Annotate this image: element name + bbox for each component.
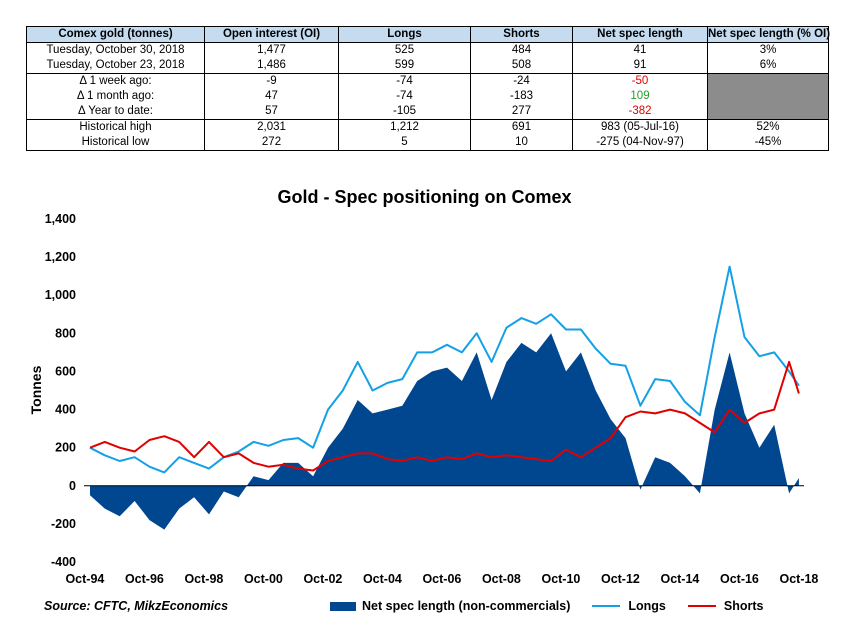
header-cell: Open interest (OI)	[204, 26, 339, 43]
y-tick-label: 800	[55, 326, 76, 340]
cell-shorts: 484	[470, 42, 573, 58]
cell-net: 41	[572, 42, 708, 58]
x-tick-label: Oct-04	[363, 572, 402, 586]
table-header-row: Comex gold (tonnes) Open interest (OI) L…	[26, 26, 830, 43]
y-tick-label: 0	[69, 479, 76, 493]
header-cell: Shorts	[470, 26, 573, 43]
x-tick-label: Oct-96	[125, 572, 164, 586]
legend-label-longs: Longs	[628, 599, 666, 613]
x-tick-label: Oct-14	[660, 572, 699, 586]
y-tick-label: 200	[55, 441, 76, 455]
x-tick-label: Oct-16	[720, 572, 759, 586]
table-row: Δ 1 week ago: -9 -74 -24 -50	[26, 73, 829, 120]
cell-oi: 1,477	[204, 42, 339, 58]
y-axis-label: Tonnes	[28, 365, 44, 414]
table-row: Δ 1 month ago: 47 -74 -183 109	[26, 89, 829, 104]
cell-longs: -74	[338, 73, 471, 89]
cell-oi: 47	[204, 89, 339, 104]
y-tick-label: -200	[51, 517, 76, 531]
header-cell: Net spec length (% OI)	[707, 26, 830, 43]
x-tick-label: Oct-98	[184, 572, 223, 586]
legend-item-net: Net spec length (non-commercials)	[330, 599, 570, 613]
x-tick-label: Oct-06	[422, 572, 461, 586]
cell-longs: 1,212	[338, 119, 471, 135]
legend-swatch-net	[330, 601, 356, 611]
x-tick-label: Oct-18	[779, 572, 818, 586]
cell-pct-blank	[707, 73, 829, 120]
series-line-shorts	[89, 360, 800, 472]
row-label: Δ 1 week ago:	[26, 73, 205, 89]
table-row: Historical low 272 5 10 -275 (04-Nov-97)…	[26, 135, 829, 151]
legend-swatch-shorts	[687, 605, 716, 607]
y-tick-label: 1,200	[45, 250, 76, 264]
x-tick-label: Oct-02	[303, 572, 342, 586]
x-tick-label: Oct-94	[65, 572, 104, 586]
cell-shorts: -183	[470, 89, 573, 104]
legend-label-net: Net spec length (non-commercials)	[362, 599, 571, 613]
cell-longs: 525	[338, 42, 471, 58]
row-label: Historical high	[26, 119, 205, 135]
header-cell: Longs	[338, 26, 471, 43]
x-tick-label: Oct-10	[541, 572, 580, 586]
cell-net: -275 (04-Nov-97)	[572, 135, 708, 151]
x-tick-label: Oct-00	[244, 572, 283, 586]
y-tick-label: 1,000	[45, 288, 76, 302]
series-area-net-spec	[90, 333, 799, 530]
legend-item-longs: Longs	[592, 599, 666, 613]
cell-net: 983 (05-Jul-16)	[572, 119, 708, 135]
legend-swatch-longs	[592, 605, 621, 607]
cell-pct: 52%	[707, 119, 829, 135]
net-spec-area-layer	[90, 333, 799, 530]
cell-net: 109	[572, 89, 708, 104]
series-lines-layer	[89, 265, 800, 474]
axes-layer: -400 -200 0 200 400 600 800 1,000 1,200 1,400 Oct-…	[45, 212, 819, 586]
cell-oi: 272	[204, 135, 339, 151]
table-row: Tuesday, October 23, 2018 1,486 599 508 …	[26, 58, 829, 74]
series-line-longs	[89, 265, 800, 474]
row-label: Historical low	[26, 135, 205, 151]
legend: Net spec length (non-commercials) Longs …	[330, 599, 785, 613]
y-tick-label: 600	[55, 364, 76, 378]
source-note: Source: CFTC, MikzEconomics	[44, 599, 229, 613]
legend-item-shorts: Shorts	[687, 599, 764, 613]
summary-table: Comex gold (tonnes) Open interest (OI) L…	[26, 26, 830, 151]
cell-longs: -74	[338, 89, 471, 104]
chart-title: Gold - Spec positioning on Comex	[277, 187, 572, 207]
x-tick-label: Oct-08	[482, 572, 521, 586]
y-tick-label: -400	[51, 555, 76, 569]
header-cell: Comex gold (tonnes)	[26, 26, 205, 43]
table-row: Tuesday, October 30, 2018 1,477 525 484 …	[26, 42, 829, 58]
legend-label-shorts: Shorts	[723, 599, 764, 613]
x-tick-label: Oct-12	[601, 572, 640, 586]
cell-shorts: 691	[470, 119, 573, 135]
row-label: Tuesday, October 30, 2018	[26, 42, 205, 58]
y-tick-label: 1,400	[45, 212, 76, 226]
cell-pct: 3%	[707, 42, 829, 58]
header-cell: Net spec length	[572, 26, 708, 43]
cell-pct: -45%	[707, 135, 829, 151]
row-label: Δ 1 month ago:	[26, 89, 205, 104]
table-row: Historical high 2,031 1,212 691 983 (05-…	[26, 119, 829, 135]
y-tick-label: 400	[55, 403, 76, 417]
